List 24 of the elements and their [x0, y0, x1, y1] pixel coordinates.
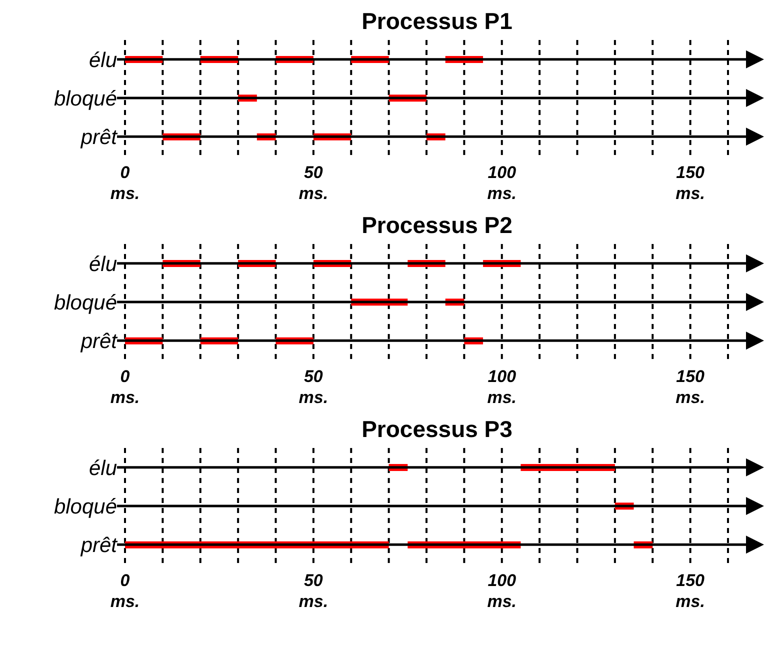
x-tick-label: 0 ms.: [110, 367, 140, 407]
chart-title: Processus P2: [360, 212, 514, 238]
chart-title: Processus P3: [360, 416, 514, 442]
x-tick-label: 0 ms.: [110, 163, 140, 203]
chart-title: Processus P1: [360, 8, 514, 34]
x-tick-label: 100 ms.: [487, 367, 517, 407]
y-tick-label: élu: [88, 456, 118, 480]
x-tick-label: 100 ms.: [487, 163, 517, 203]
x-tick-label: 150 ms.: [676, 163, 706, 203]
y-tick-label: bloqué: [54, 291, 117, 314]
y-tick-label: élu: [88, 252, 118, 276]
y-tick-label: bloqué: [54, 87, 117, 110]
x-tick-label: 50 ms.: [298, 571, 328, 611]
x-tick-label: 50 ms.: [298, 367, 328, 407]
y-tick-label: élu: [88, 48, 118, 72]
x-tick-label: 150 ms.: [676, 367, 706, 407]
x-tick-label: 50 ms.: [298, 163, 328, 203]
x-tick-label: 150 ms.: [676, 571, 706, 611]
y-tick-label: prêt: [80, 330, 118, 354]
y-tick-label: bloqué: [54, 495, 117, 518]
x-tick-label: 0 ms.: [110, 571, 140, 611]
x-tick-label: 100 ms.: [487, 571, 517, 611]
y-tick-label: prêt: [80, 126, 118, 150]
y-tick-label: prêt: [80, 534, 118, 558]
